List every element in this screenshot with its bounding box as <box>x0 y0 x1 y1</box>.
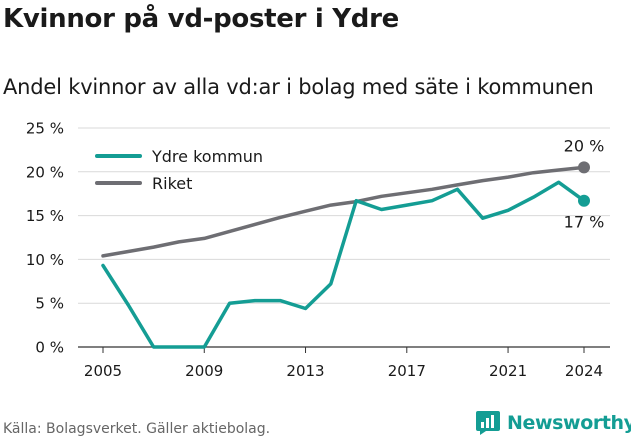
x-tick-label: 2024 <box>565 362 603 380</box>
x-tick-label: 2009 <box>185 362 223 380</box>
brand-name: Newsworthy <box>507 412 631 434</box>
end-label-riket: 20 % <box>564 136 605 155</box>
end-labels: 20 % 17 % <box>564 136 605 231</box>
end-label-ydre-kommun: 17 % <box>564 213 605 232</box>
source-note: Källa: Bolagsverket. Gäller aktiebolag. <box>3 421 271 437</box>
x-axis: 2005 2009 2013 2017 2021 2024 <box>84 347 603 380</box>
brand-logo: Newsworthy <box>475 407 631 439</box>
x-tick-label: 2013 <box>286 362 324 380</box>
y-tick-label: 15 % <box>26 207 64 225</box>
x-tick-label: 2021 <box>489 362 527 380</box>
y-tick-label: 5 % <box>35 295 64 313</box>
chart-subtitle: Andel kvinnor av alla vd:ar i bolag med … <box>3 75 594 99</box>
legend-label: Ydre kommun <box>151 147 263 166</box>
newsworthy-logo-icon <box>476 411 500 435</box>
series-line-ydre-kommun <box>101 180 586 349</box>
line-chart: 0 %5 %10 %15 %20 %25 % 2005 2009 2013 2017 2… <box>26 120 610 380</box>
chart-title: Kvinnor på vd-poster i Ydre <box>3 4 399 34</box>
legend-label: Riket <box>152 174 192 193</box>
series <box>101 161 590 349</box>
end-point-ydre-kommun <box>578 194 590 207</box>
y-tick-label: 20 % <box>26 163 64 181</box>
x-tick-label: 2017 <box>388 362 426 380</box>
x-tick-label: 2005 <box>84 362 122 380</box>
y-tick-label: 10 % <box>26 251 64 269</box>
y-axis: 0 % 5 % 10 % 15 % 20 % 25 % <box>26 120 64 357</box>
series-line-riket <box>101 165 586 258</box>
legend: Ydre kommun Riket <box>95 147 263 193</box>
end-point-riket <box>578 161 590 174</box>
y-tick-label: 0 % <box>35 339 64 357</box>
y-tick-label: 25 % <box>26 120 64 138</box>
